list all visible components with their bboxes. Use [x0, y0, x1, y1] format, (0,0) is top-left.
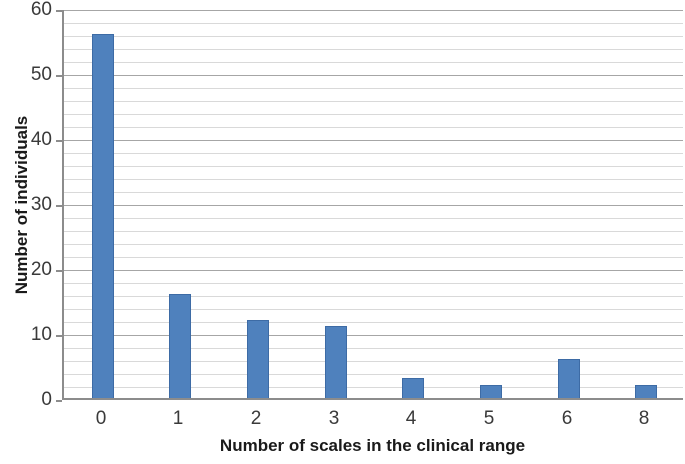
y-tick-label: 50: [30, 64, 52, 85]
x-tick-label: 3: [328, 408, 340, 429]
x-tick-label: 5: [483, 408, 495, 429]
minor-gridline: [64, 23, 683, 24]
y-tick-mark: [56, 400, 62, 402]
minor-gridline: [64, 244, 683, 245]
minor-gridline: [64, 88, 683, 89]
minor-gridline: [64, 179, 683, 180]
bar-category-0: [92, 34, 114, 398]
x-tick-label: 0: [95, 408, 107, 429]
major-gridline: [64, 140, 683, 141]
minor-gridline: [64, 166, 683, 167]
minor-gridline: [64, 387, 683, 388]
minor-gridline: [64, 114, 683, 115]
bar-category-6: [558, 359, 580, 398]
y-tick-mark: [56, 335, 62, 337]
x-axis-title: Number of scales in the clinical range: [219, 436, 526, 455]
bar-category-8: [635, 385, 657, 398]
major-gridline: [64, 270, 683, 271]
x-tick-label: 1: [172, 408, 184, 429]
plot-area: [62, 10, 683, 400]
bar-category-2: [247, 320, 269, 398]
major-gridline: [64, 75, 683, 76]
major-gridline: [64, 205, 683, 206]
minor-gridline: [64, 218, 683, 219]
minor-gridline: [64, 283, 683, 284]
minor-gridline: [64, 374, 683, 375]
y-tick-mark: [56, 10, 62, 12]
minor-gridline: [64, 257, 683, 258]
y-tick-label: 30: [30, 194, 52, 215]
y-tick-label: 0: [41, 389, 52, 410]
y-tick-label: 60: [30, 0, 52, 20]
minor-gridline: [64, 62, 683, 63]
y-tick-label: 20: [30, 259, 52, 280]
major-gridline: [64, 10, 683, 11]
y-tick-mark: [56, 270, 62, 272]
minor-gridline: [64, 296, 683, 297]
y-tick-label: 10: [30, 324, 52, 345]
x-tick-label: 2: [250, 408, 262, 429]
bar-category-1: [169, 294, 191, 398]
minor-gridline: [64, 361, 683, 362]
bar-category-5: [480, 385, 502, 398]
y-tick-label: 40: [30, 129, 52, 150]
y-tick-mark: [56, 140, 62, 142]
major-gridline: [64, 335, 683, 336]
y-tick-mark: [56, 75, 62, 77]
x-tick-label: 8: [638, 408, 650, 429]
minor-gridline: [64, 127, 683, 128]
y-tick-mark: [56, 205, 62, 207]
bar-category-3: [325, 326, 347, 398]
x-tick-label: 4: [405, 408, 417, 429]
minor-gridline: [64, 348, 683, 349]
minor-gridline: [64, 231, 683, 232]
minor-gridline: [64, 192, 683, 193]
minor-gridline: [64, 49, 683, 50]
minor-gridline: [64, 153, 683, 154]
minor-gridline: [64, 322, 683, 323]
minor-gridline: [64, 101, 683, 102]
bar-category-4: [402, 378, 424, 398]
x-tick-label: 6: [561, 408, 573, 429]
minor-gridline: [64, 36, 683, 37]
minor-gridline: [64, 309, 683, 310]
